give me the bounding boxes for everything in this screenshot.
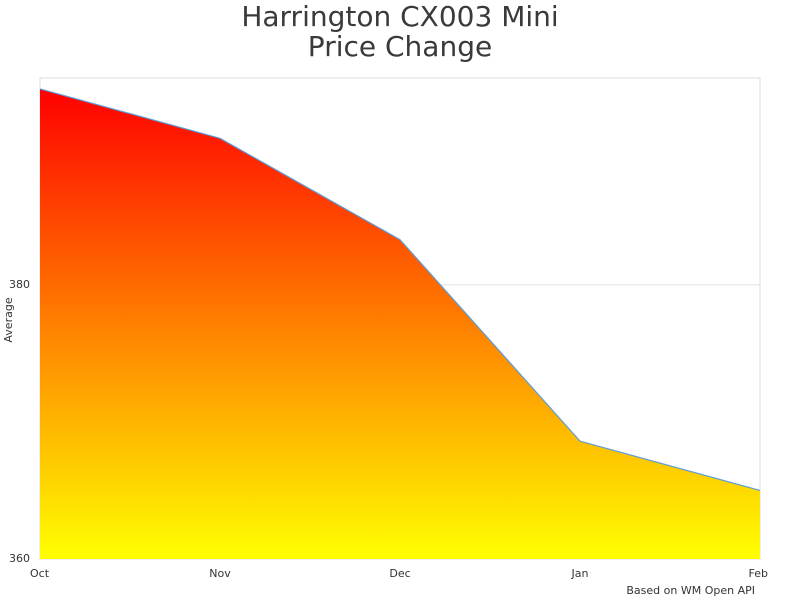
x-tick-label: Nov (209, 567, 231, 580)
area (40, 88, 760, 560)
x-tick-label: Dec (389, 567, 410, 580)
y-axis-label: Average (2, 297, 15, 342)
footer: Based on WM Open API (626, 584, 755, 597)
x-tick-label: Jan (571, 567, 589, 580)
chart-title: Harrington CX003 Mini (241, 0, 558, 33)
x-tick-label: Feb (749, 567, 768, 580)
y-tick-label: 360 (9, 552, 30, 565)
chart-title: Price Change (308, 30, 492, 63)
line (39, 88, 761, 492)
x-tick-label: Oct (30, 567, 50, 580)
y-tick-label: 380 (9, 278, 30, 291)
